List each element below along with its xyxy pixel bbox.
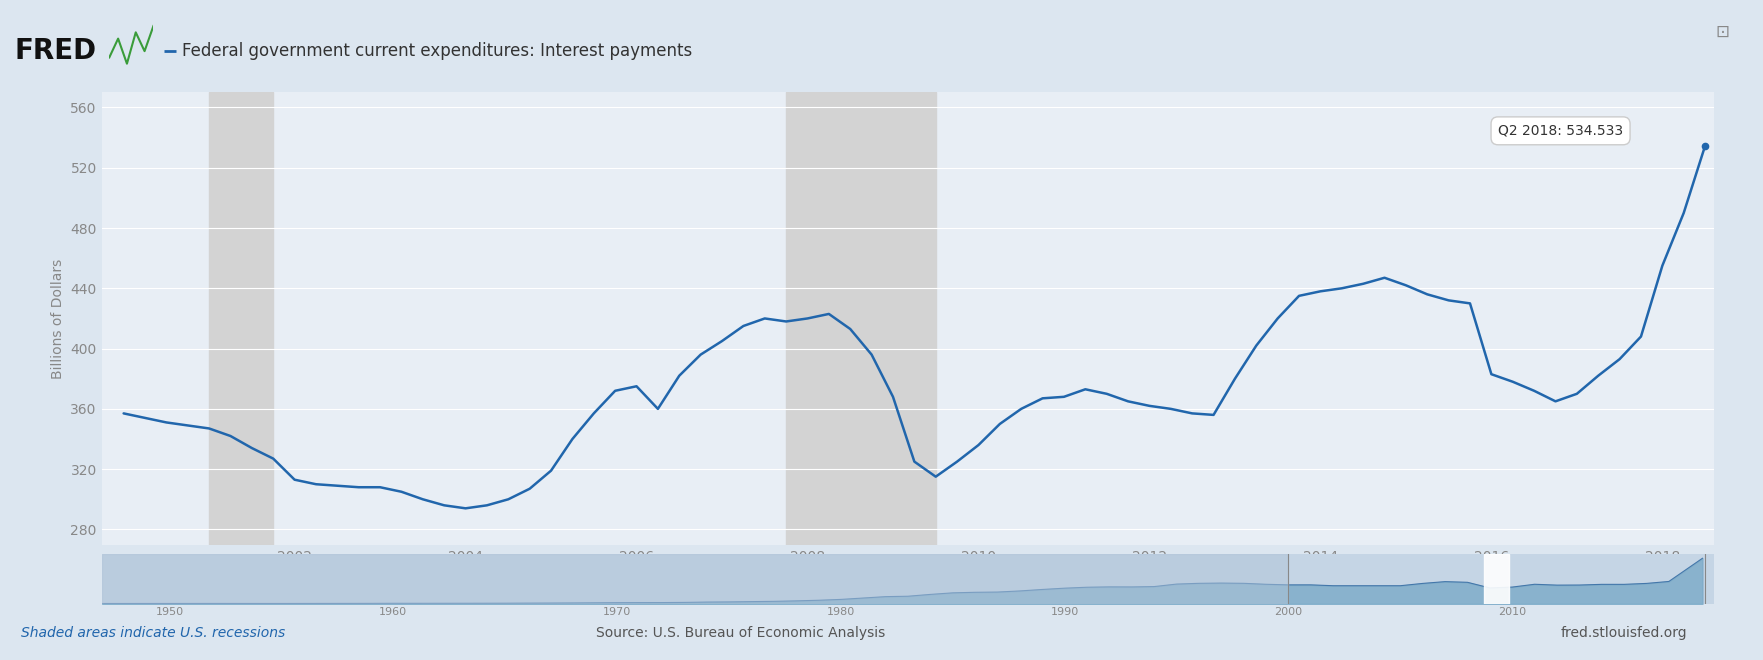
Text: Federal government current expenditures: Interest payments: Federal government current expenditures:…	[182, 42, 691, 60]
Text: Shaded areas indicate U.S. recessions: Shaded areas indicate U.S. recessions	[21, 626, 286, 640]
Text: FRED: FRED	[14, 37, 97, 65]
Text: fred.stlouisfed.org: fred.stlouisfed.org	[1560, 626, 1687, 640]
Text: ⊡: ⊡	[1715, 23, 1730, 41]
Text: Source: U.S. Bureau of Economic Analysis: Source: U.S. Bureau of Economic Analysis	[596, 626, 885, 640]
Bar	[786, 92, 936, 544]
Y-axis label: Billions of Dollars: Billions of Dollars	[51, 258, 65, 379]
Bar	[210, 92, 273, 544]
Bar	[102, 554, 1289, 604]
Bar	[1484, 554, 1509, 604]
Text: Q2 2018: 534.533: Q2 2018: 534.533	[1499, 124, 1624, 138]
